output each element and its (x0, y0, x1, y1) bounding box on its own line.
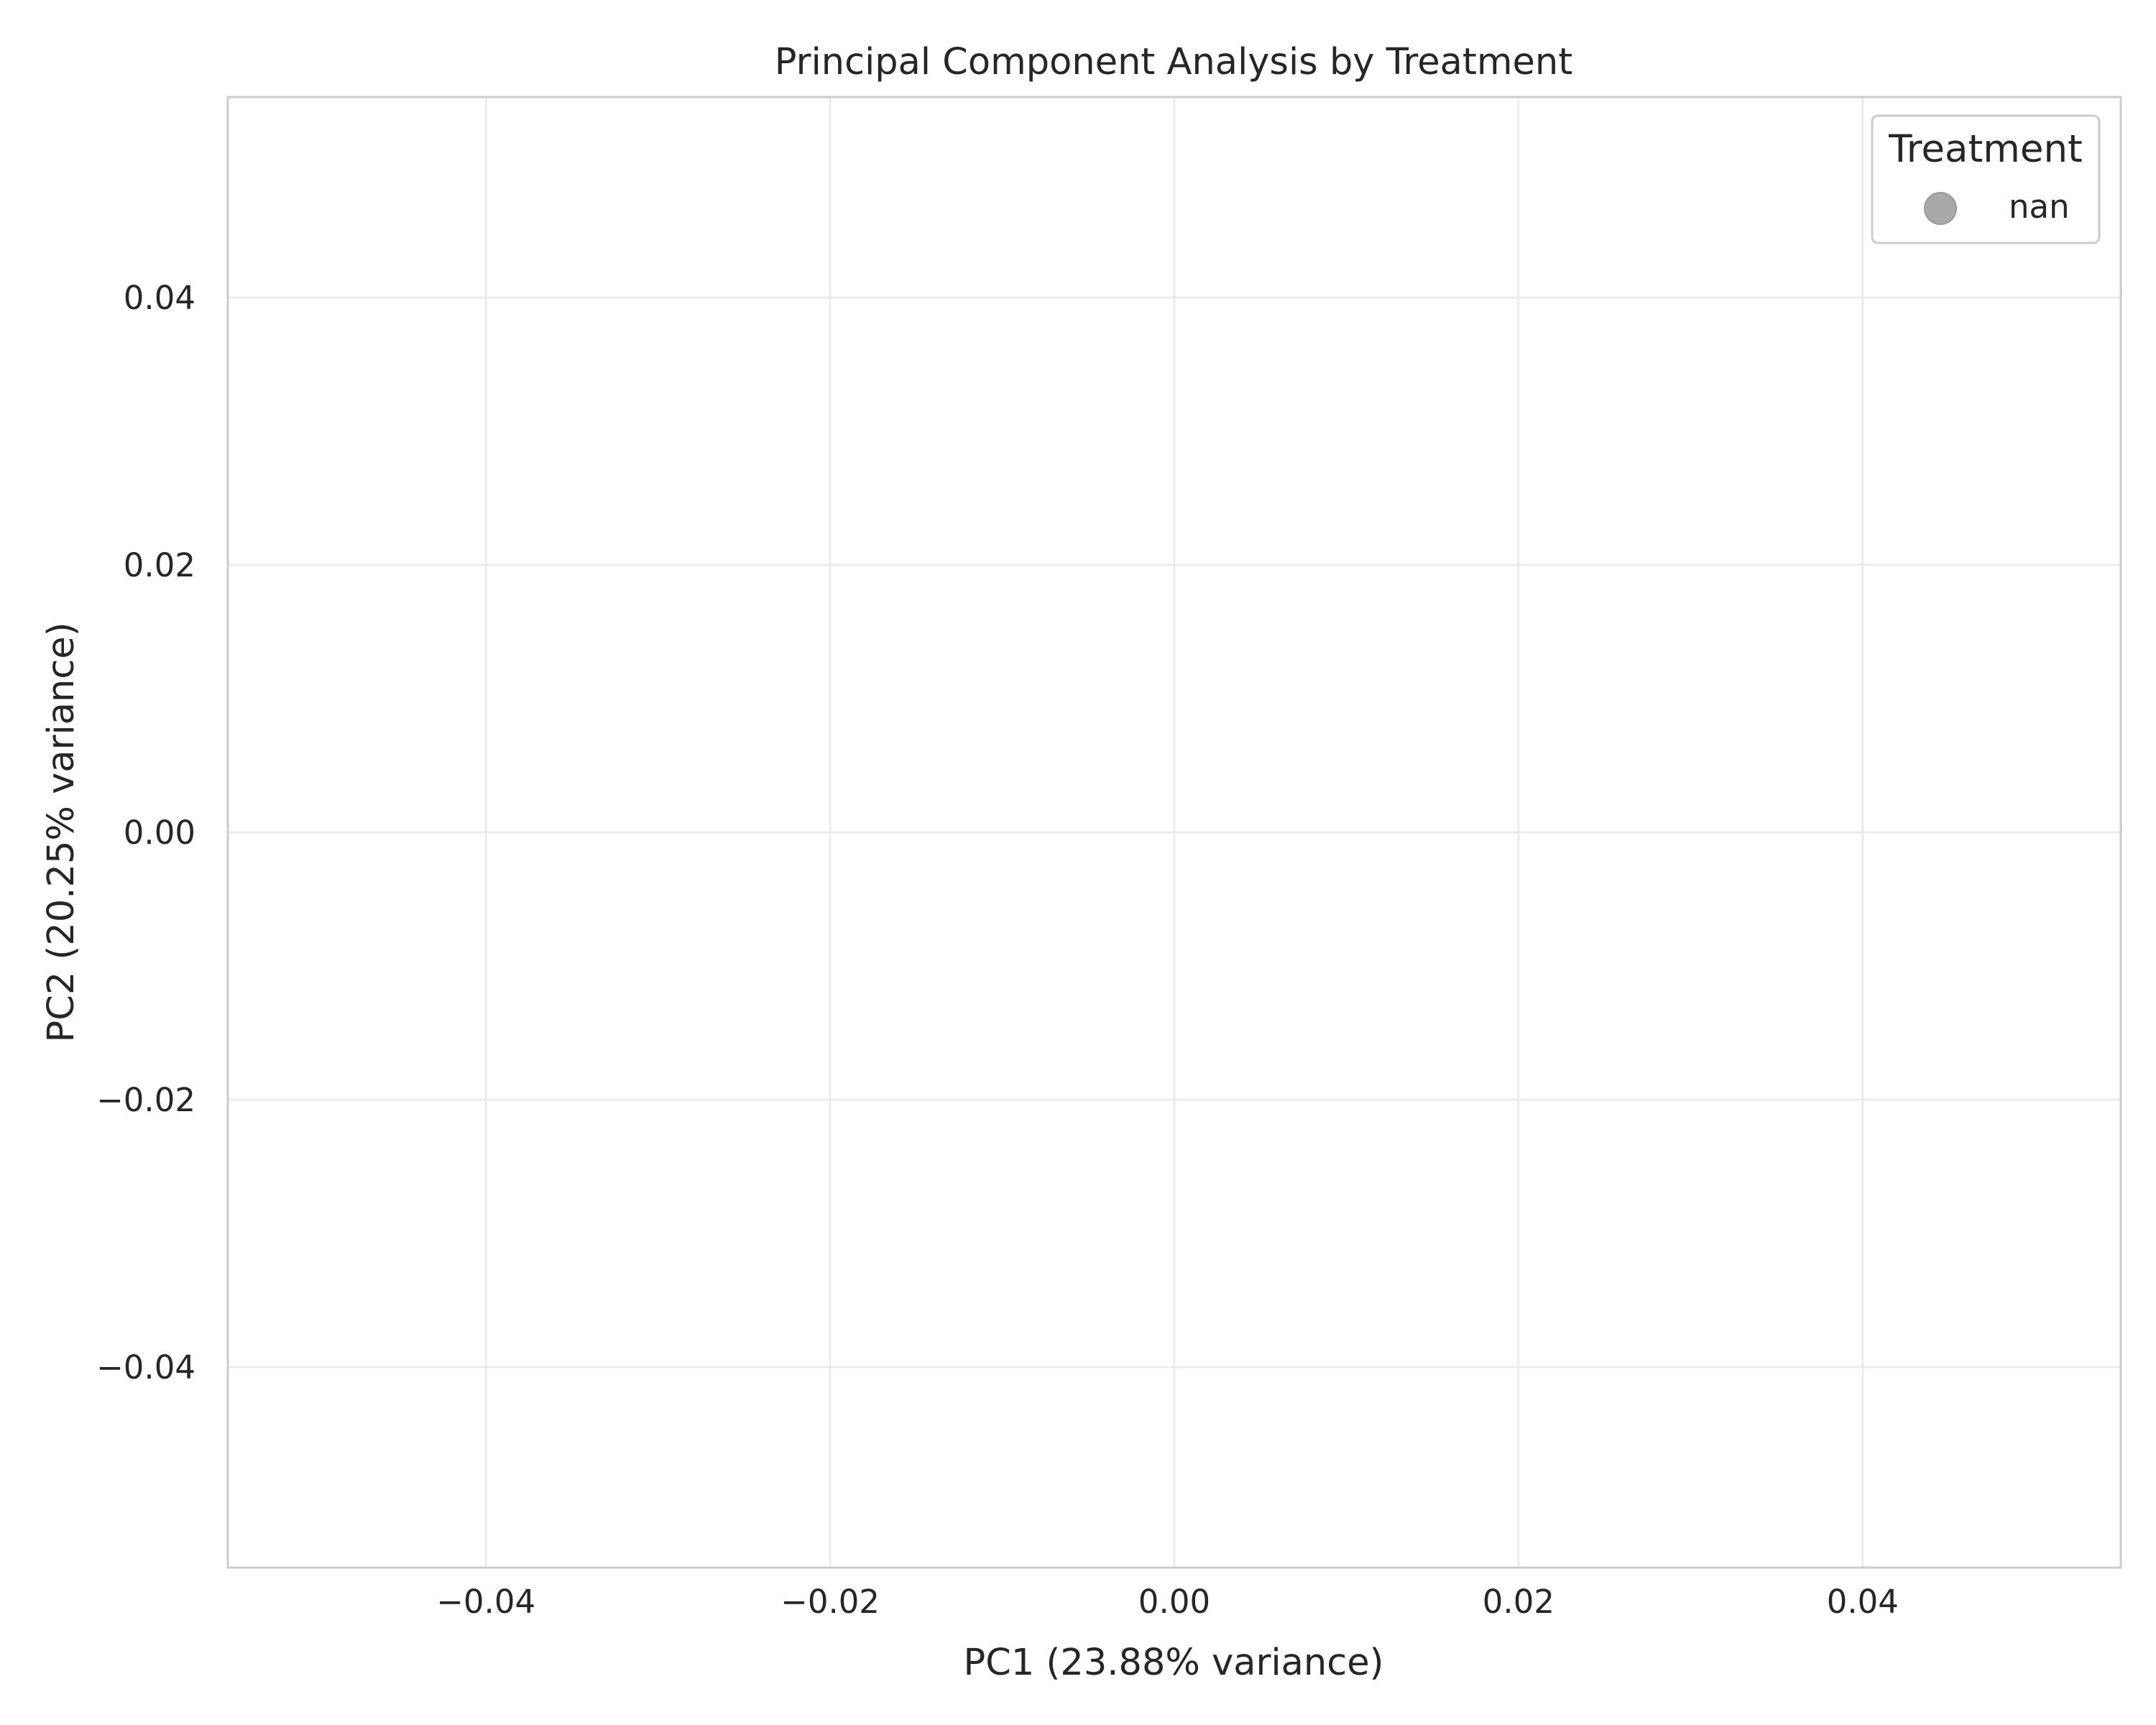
x-tick-label: −0.04 (436, 1583, 535, 1621)
grid-lines (228, 97, 2121, 1568)
x-tick-labels: −0.04 −0.02 0.00 0.02 0.04 (436, 1583, 1899, 1621)
y-tick-label: −0.04 (96, 1348, 195, 1386)
x-tick-label: 0.04 (1827, 1583, 1899, 1621)
plot-frame (226, 96, 2122, 1569)
y-tick-label: 0.02 (124, 546, 195, 584)
y-tick-label: 0.00 (124, 814, 195, 852)
legend-marker-nan (1924, 192, 1957, 225)
y-tick-label: −0.02 (96, 1081, 195, 1119)
x-tick-label: 0.02 (1483, 1583, 1554, 1621)
legend: Treatment nan (1871, 114, 2101, 244)
x-tick-label: −0.02 (780, 1583, 880, 1621)
y-axis-label: PC2 (20.25% variance) (40, 622, 83, 1042)
legend-label-nan: nan (2009, 188, 2070, 226)
x-tick-label: 0.00 (1138, 1583, 1210, 1621)
y-tick-label: 0.04 (124, 279, 195, 317)
legend-title: Treatment (1888, 127, 2083, 171)
x-axis-label: PC1 (23.88% variance) (963, 1642, 1383, 1684)
chart-title: Principal Component Analysis by Treatmen… (775, 41, 1572, 83)
y-tick-labels: −0.04 −0.02 0.00 0.02 0.04 (96, 279, 195, 1386)
